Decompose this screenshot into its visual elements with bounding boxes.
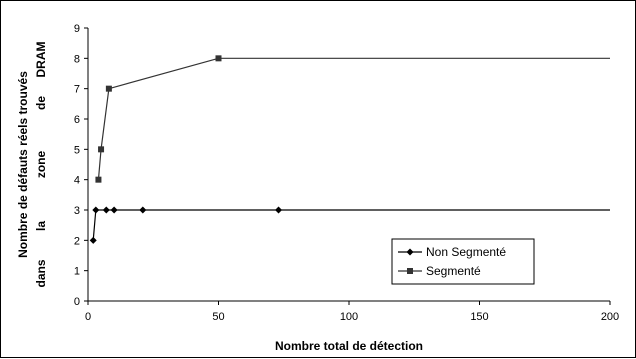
series-non-segmente (89, 206, 610, 244)
legend-box (391, 238, 535, 285)
series-line (97, 57, 610, 180)
x-tick-label: 150 (470, 311, 488, 323)
series-layer (89, 55, 610, 244)
legend-label: Non Segmenté (426, 245, 506, 259)
data-point (102, 206, 110, 214)
y-axis-title-word: zone (34, 151, 48, 179)
y-tick-label: 1 (74, 266, 80, 278)
x-tick-label: 0 (85, 311, 91, 323)
y-axis-title: Nombre de défauts réels trouvés dans la zon… (16, 42, 48, 288)
y-tick-label: 6 (74, 114, 80, 126)
legend-label: Segmenté (426, 264, 481, 278)
axes: 0 1 2 3 4 5 6 7 8 9 0 50 100 150 200 (74, 23, 619, 323)
y-tick-label: 3 (74, 205, 80, 217)
y-tick-label: 8 (74, 53, 80, 65)
data-point (89, 236, 97, 244)
x-tick-label: 100 (340, 311, 358, 323)
y-axis-title-word: la (34, 221, 48, 231)
legend-swatch-marker (407, 268, 413, 274)
y-axis-title-word: DRAM (34, 42, 48, 78)
series-segmente (95, 55, 610, 183)
y-axis-title-line: Nombre de défauts réels trouvés (16, 71, 30, 258)
data-point (215, 55, 222, 62)
y-axis-title-word: dans (34, 259, 48, 287)
data-point (92, 206, 100, 214)
y-tick-label: 2 (74, 235, 80, 247)
y-axis-title-line: dans la zone de DRAM (34, 42, 48, 288)
y-tick-label: 9 (74, 23, 80, 35)
data-point (110, 206, 118, 214)
legend: Non Segmenté Segmenté (391, 238, 535, 285)
x-tick-label: 200 (601, 311, 619, 323)
y-tick-label: 0 (74, 296, 80, 308)
y-tick-label: 4 (74, 175, 80, 187)
y-axis-title-text: Nombre de défauts réels trouvés (16, 71, 30, 258)
x-axis-title: Nombre total de détection (275, 339, 423, 353)
x-tick-label: 50 (212, 311, 224, 323)
data-point (98, 146, 105, 153)
y-tick-label: 7 (74, 84, 80, 96)
legend-swatch-marker (406, 248, 414, 256)
y-tick-label: 5 (74, 144, 80, 156)
series-line (92, 209, 610, 241)
data-point (139, 206, 147, 214)
data-point (105, 85, 112, 92)
y-axis-title-word: de (34, 96, 48, 110)
data-point (95, 176, 102, 183)
data-point (275, 206, 283, 214)
